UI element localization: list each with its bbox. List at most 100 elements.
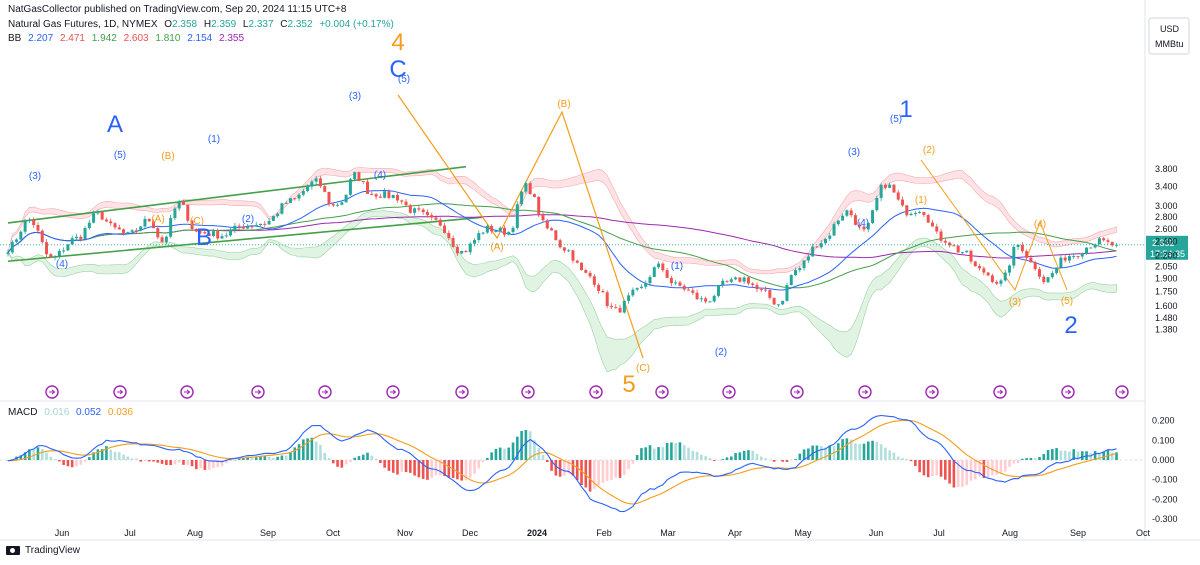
candle-body xyxy=(83,228,87,240)
footer-text: TradingView xyxy=(25,545,81,556)
bb-value: 2.471 xyxy=(59,33,85,44)
candle-body xyxy=(357,172,361,181)
macd-histogram-bar xyxy=(220,460,224,467)
candle-body xyxy=(768,290,772,298)
candle-body xyxy=(926,215,930,223)
macd-histogram-bar xyxy=(1110,452,1114,460)
arrow-right-icon xyxy=(525,389,532,395)
candle-body xyxy=(383,191,387,198)
candle-body xyxy=(404,201,408,206)
macd-histogram-bar xyxy=(708,457,712,460)
macd-histogram-bar xyxy=(725,457,729,460)
candle-body xyxy=(674,282,678,284)
macd-histogram-bar xyxy=(610,460,613,480)
macd-histogram-bar xyxy=(627,460,630,470)
macd-histogram-bar xyxy=(314,441,318,460)
macd-histogram-bar xyxy=(635,454,639,460)
candle-body xyxy=(263,223,267,225)
candle-body xyxy=(122,229,126,233)
wave-zigzag-orange xyxy=(397,94,644,359)
macd-histogram-bar xyxy=(421,460,425,479)
macd-histogram-bar xyxy=(254,457,258,460)
wave-label: (2) xyxy=(923,145,935,156)
macd-histogram-bar xyxy=(657,447,660,460)
channel-upper-line[interactable] xyxy=(7,165,467,224)
macd-histogram-bar xyxy=(182,460,185,465)
macd-histogram-bar xyxy=(152,460,155,462)
candle-body xyxy=(1076,256,1080,258)
time-tick-label: Aug xyxy=(187,528,203,538)
macd-histogram-bar xyxy=(516,436,519,460)
macd-histogram-bar xyxy=(802,449,806,460)
macd-histogram-bar xyxy=(738,452,742,460)
macd-histogram-bar xyxy=(413,460,416,476)
macd-histogram-bar xyxy=(66,460,70,467)
macd-histogram-bar xyxy=(1089,453,1093,460)
candle-body xyxy=(280,203,284,214)
candle-body xyxy=(413,208,417,213)
candle-body xyxy=(207,233,211,237)
macd-histogram-bar xyxy=(404,460,408,473)
candle-body xyxy=(447,232,451,239)
macd-histogram-bar xyxy=(293,447,297,460)
time-tick-label: Jul xyxy=(933,528,945,538)
time-tick-label: Dec xyxy=(462,528,479,538)
macd-tick-label: -0.100 xyxy=(1152,475,1178,485)
price-tick-label: 1.750 xyxy=(1155,287,1178,297)
macd-histogram-bar xyxy=(1046,449,1050,460)
macd-histogram-bar xyxy=(751,450,755,460)
macd-histogram-bar xyxy=(922,460,926,476)
macd-histogram-bar xyxy=(571,460,575,476)
candle-body xyxy=(609,305,613,308)
time-tick-label: Nov xyxy=(397,528,414,538)
macd-histogram-bar xyxy=(815,445,819,460)
candle-body xyxy=(169,218,173,237)
macd-histogram-bar xyxy=(23,452,27,460)
macd-histogram-bar xyxy=(768,459,772,461)
macd-histogram-bar xyxy=(759,456,763,460)
macd-histogram-bar xyxy=(96,449,100,460)
macd-histogram-bar xyxy=(310,437,314,460)
candle-body xyxy=(982,268,986,273)
macd-histogram-bar xyxy=(554,460,558,476)
wave-label: (1) xyxy=(915,195,927,206)
low-value: L2.337 xyxy=(242,19,274,30)
candle-body xyxy=(571,250,575,261)
channel-lower-line[interactable] xyxy=(7,216,484,263)
macd-histogram-bar xyxy=(772,460,776,462)
unit-mmbtu: MMBtu xyxy=(1155,39,1184,49)
macd-histogram-bar xyxy=(224,460,228,464)
arrow-right-icon xyxy=(255,389,262,395)
open-value: O2.358 xyxy=(164,19,198,30)
candle-body xyxy=(395,194,399,201)
macd-hist-value: 0.016 xyxy=(44,407,70,418)
macd-histogram-bar xyxy=(965,460,969,486)
macd-histogram-bar xyxy=(841,439,844,460)
macd-histogram-bar xyxy=(267,456,271,460)
macd-histogram-bar xyxy=(1008,460,1011,467)
candle-body xyxy=(1080,253,1084,257)
time-tick-label: May xyxy=(794,528,812,538)
macd-histogram-bar xyxy=(584,460,588,488)
unit-box[interactable] xyxy=(1148,17,1190,55)
macd-histogram-bar xyxy=(1055,448,1058,460)
candle-body xyxy=(528,183,532,195)
macd-histogram-bar xyxy=(135,458,138,460)
candle-body xyxy=(327,191,331,205)
candle-body xyxy=(301,190,305,195)
macd-histogram-bar xyxy=(366,452,369,460)
candle-body xyxy=(233,225,237,231)
macd-histogram-bar xyxy=(40,449,44,460)
arrow-right-icon xyxy=(322,389,329,395)
candle-body xyxy=(622,300,626,313)
candle-body xyxy=(220,236,224,239)
candle-body xyxy=(1008,265,1012,273)
candle-body xyxy=(229,230,233,236)
candle-body xyxy=(216,231,220,239)
macd-histogram-bar xyxy=(665,442,669,460)
candle-body xyxy=(913,212,917,214)
wave-label: 5 xyxy=(622,371,635,398)
wave-label: (4) xyxy=(374,170,386,181)
candle-body xyxy=(100,211,104,220)
